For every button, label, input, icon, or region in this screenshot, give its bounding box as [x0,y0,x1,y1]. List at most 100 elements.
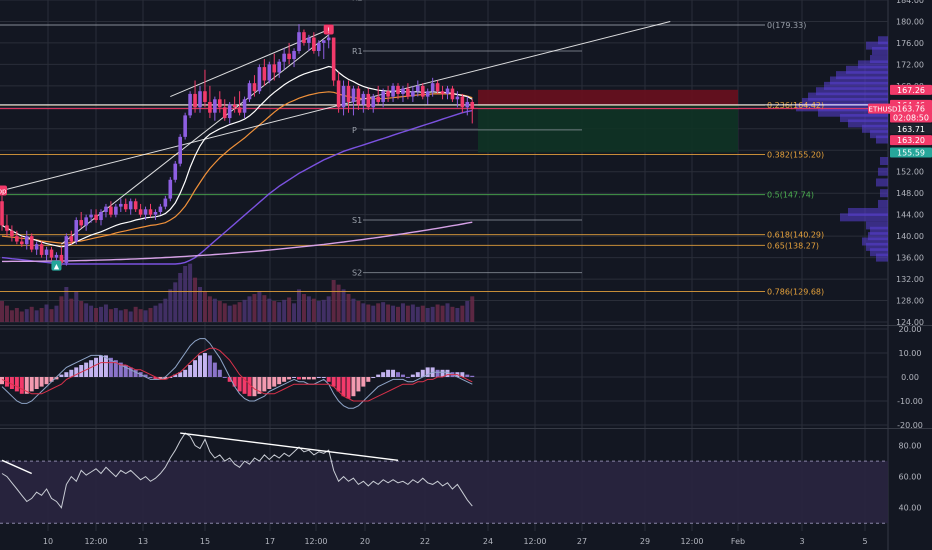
candle-body [104,206,108,212]
volume-profile-bar [848,119,888,128]
signal-marker: ▲ [51,260,62,271]
x-tick-label: 27 [577,537,587,546]
signal-marker: ! [323,24,334,35]
volume-profile-bar [880,189,888,198]
candle-body [178,136,182,164]
x-tick-label: 17 [265,537,275,546]
candle-body [123,203,128,210]
candle-body [401,88,405,94]
trendline [1,20,671,192]
volume-profile-bar [862,237,888,246]
volume-bar [262,295,267,322]
volume-bar [316,301,321,322]
volume-bar [158,303,163,322]
y-tick-label: 132.00 [896,275,924,284]
volume-bar [118,310,123,322]
macd-histogram-bar [361,377,366,387]
candle-body [44,249,49,255]
x-tick-label: Feb [731,537,745,546]
y-tick-label: 180.00 [896,17,924,26]
candle-body [267,64,272,81]
y-tick-label: -20.00 [897,421,923,430]
volume-bar [123,309,128,322]
volume-bar [326,296,331,322]
candle-body [0,201,4,226]
volume-profile-bar [808,92,888,101]
candle-body [282,53,286,62]
macd-histogram-bar [163,377,168,380]
x-tick-label: 12:00 [84,537,107,546]
volume-bar [346,294,351,322]
symbol-tag-box [868,103,898,114]
macd-histogram-bar [118,362,123,377]
macd-histogram-bar [351,377,356,397]
candle-body [376,96,380,102]
x-tick-label: 12:00 [523,537,546,546]
candle-body [430,83,435,92]
y-tick-label: 80.00 [899,442,922,451]
volume-profile-bar [836,71,888,80]
candle-body [10,230,14,237]
volume-bar [153,305,158,322]
volume-bar [49,309,54,322]
volume-bar [297,289,301,322]
candle-body [15,236,19,242]
volume-profile-bar [878,167,888,176]
x-tick-label: 5 [862,537,867,546]
volume-bar [64,287,69,322]
macd-histogram-bar [212,362,217,377]
volume-bar [267,298,272,322]
volume-bar [0,301,4,322]
volume-bar [277,302,282,322]
volume-bar [128,311,133,322]
candle-body [119,203,123,207]
candle-body [64,236,69,263]
volume-bar [148,308,153,322]
price-tag-box [890,103,932,114]
y-tick-label: 40.00 [899,504,922,513]
volume-bar [381,302,386,322]
macd-histogram-bar [336,377,341,392]
candle-body [445,88,450,94]
signal-marker-text: ▲ [54,263,60,271]
volume-profile-bar [862,124,888,133]
signal-marker-text: pp [0,188,7,196]
volume-bar [465,301,470,322]
candle-body [198,91,202,108]
macd-histogram-bar [44,377,49,385]
macd-histogram-bar [222,377,227,378]
signal-marker-text: ! [327,27,330,35]
macd-histogram-bar [188,365,193,377]
macd-histogram-bar [193,360,198,377]
candle-body [361,93,366,105]
macd-line [1,338,473,409]
candle-body [317,42,321,51]
volume-bar [168,289,173,322]
y-tick-label: 20.00 [899,325,922,334]
volume-bar [198,287,202,322]
volume-bar [44,304,49,322]
volume-bar [351,298,356,322]
candle-body [5,225,9,231]
volume-profile-bar [796,103,888,112]
signal-marker: pp [0,185,7,196]
candle-body [232,104,237,108]
macd-histogram-bar [460,372,465,377]
macd-histogram-bar [326,377,331,382]
candle-body [435,83,440,92]
candle-body [465,101,470,108]
candle-body [262,67,267,81]
candle-body [331,37,336,81]
candle-body [188,93,192,116]
volume-bar [242,299,247,322]
candle-body [173,163,178,180]
macd-histogram-bar [69,369,74,377]
y-tick-label: -10.00 [897,397,923,406]
x-tick-label: 24 [483,537,493,546]
volume-bar [396,306,400,322]
x-tick-label: 3 [799,537,804,546]
signal-marker-box [51,260,62,271]
pivot-label: R1 [352,47,363,56]
volume-bar [94,308,99,322]
